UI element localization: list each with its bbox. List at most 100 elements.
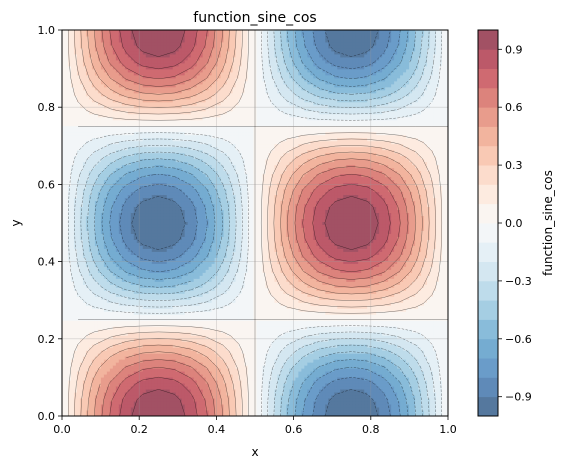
contour-fill-cell xyxy=(118,221,123,225)
contour-fill-cell xyxy=(121,116,126,121)
contour-fill-cell xyxy=(70,137,75,142)
contour-fill-cell xyxy=(118,398,123,402)
contour-fill-cell xyxy=(160,92,165,97)
contour-fill-cell xyxy=(157,107,162,112)
contour-fill-cell xyxy=(175,146,180,151)
contour-fill-cell xyxy=(100,299,105,303)
contour-fill-cell xyxy=(115,110,120,115)
contour-fill-cell xyxy=(172,263,177,267)
contour-fill-cell xyxy=(118,368,123,372)
contour-fill-cell xyxy=(79,251,84,255)
contour-fill-cell xyxy=(97,299,102,303)
contour-fill-cell xyxy=(109,47,114,52)
contour-fill-cell xyxy=(121,92,126,97)
contour-fill-cell xyxy=(175,359,180,363)
contour-fill-cell xyxy=(109,302,114,306)
contour-fill-cell xyxy=(163,179,168,184)
contour-fill-cell xyxy=(118,230,123,234)
contour-fill-cell xyxy=(112,338,117,342)
contour-fill-cell xyxy=(91,266,96,270)
contour-fill-cell xyxy=(70,182,75,187)
contour-fill-cell xyxy=(106,80,111,85)
contour-fill-cell xyxy=(148,377,153,381)
contour-fill-cell xyxy=(145,200,150,205)
contour-fill-cell xyxy=(166,410,171,414)
contour-fill-cell xyxy=(148,44,153,49)
contour-fill-cell xyxy=(133,287,138,291)
contour-fill-cell xyxy=(94,74,99,79)
contour-fill-cell xyxy=(76,410,81,414)
contour-fill-cell xyxy=(67,227,72,231)
contour-fill-cell xyxy=(79,149,84,154)
contour-fill-cell xyxy=(133,143,138,148)
contour-fill-cell xyxy=(76,335,81,339)
contour-fill-cell xyxy=(97,158,102,163)
contour-fill-cell xyxy=(145,287,150,291)
contour-fill-cell xyxy=(175,383,180,387)
contour-fill-cell xyxy=(70,341,75,345)
contour-fill-cell xyxy=(97,368,102,372)
contour-fill-cell xyxy=(79,335,84,339)
contour-fill-cell xyxy=(91,110,96,115)
contour-fill-cell xyxy=(166,263,171,267)
contour-fill-cell xyxy=(142,293,147,297)
contour-fill-cell xyxy=(139,401,144,405)
contour-fill-cell xyxy=(163,224,168,228)
contour-fill-cell xyxy=(130,209,135,214)
contour-fill-cell xyxy=(118,332,123,336)
contour-fill-cell xyxy=(91,140,96,145)
contour-fill-cell xyxy=(136,62,141,67)
contour-fill-cell xyxy=(148,311,153,315)
contour-fill-cell xyxy=(169,197,174,202)
contour-fill-cell xyxy=(70,212,75,217)
contour-fill-cell xyxy=(169,89,174,94)
contour-fill-cell xyxy=(73,218,78,222)
contour-fill-cell xyxy=(127,134,132,139)
contour-fill-cell xyxy=(82,143,87,148)
contour-fill-cell xyxy=(133,71,138,76)
contour-fill-cell xyxy=(130,47,135,52)
contour-fill-cell xyxy=(79,65,84,70)
contour-fill-cell xyxy=(127,41,132,46)
contour-fill-cell xyxy=(130,284,135,288)
contour-fill-cell xyxy=(148,266,153,270)
contour-fill-cell xyxy=(163,80,168,85)
contour-fill-cell xyxy=(118,83,123,88)
contour-fill-cell xyxy=(157,245,162,249)
contour-fill-cell xyxy=(175,272,180,276)
contour-fill-cell xyxy=(145,107,150,112)
contour-fill-cell xyxy=(133,179,138,184)
contour-fill-cell xyxy=(121,44,126,49)
contour-fill-cell xyxy=(121,398,126,402)
contour-fill-cell xyxy=(142,30,147,34)
contour-fill-cell xyxy=(85,287,90,291)
contour-fill-cell xyxy=(73,128,78,133)
contour-fill-cell xyxy=(148,404,153,408)
contour-fill-cell xyxy=(82,53,87,58)
contour-fill-cell xyxy=(139,30,144,34)
contour-fill-cell xyxy=(100,353,105,357)
contour-fill-cell xyxy=(79,365,84,369)
contour-fill-cell xyxy=(169,185,174,190)
contour-fill-cell xyxy=(130,53,135,58)
contour-fill-cell xyxy=(121,227,126,231)
contour-fill-cell xyxy=(160,86,165,91)
contour-fill-cell xyxy=(157,149,162,154)
contour-fill-cell xyxy=(115,191,120,196)
contour-fill-cell xyxy=(133,326,138,330)
contour-fill-cell xyxy=(145,101,150,106)
contour-fill-cell xyxy=(139,335,144,339)
contour-fill-cell xyxy=(130,83,135,88)
contour-fill-cell xyxy=(139,179,144,184)
contour-fill-cell xyxy=(124,368,129,372)
contour-fill-cell xyxy=(121,158,126,163)
contour-fill-cell xyxy=(145,407,150,411)
contour-fill-cell xyxy=(133,47,138,52)
contour-fill-cell xyxy=(163,203,168,208)
contour-fill-cell xyxy=(169,179,174,184)
contour-fill-cell xyxy=(142,155,147,160)
contour-fill-cell xyxy=(136,188,141,193)
contour-fill-cell xyxy=(106,83,111,88)
contour-fill-cell xyxy=(151,239,156,243)
contour-fill-cell xyxy=(94,149,99,154)
